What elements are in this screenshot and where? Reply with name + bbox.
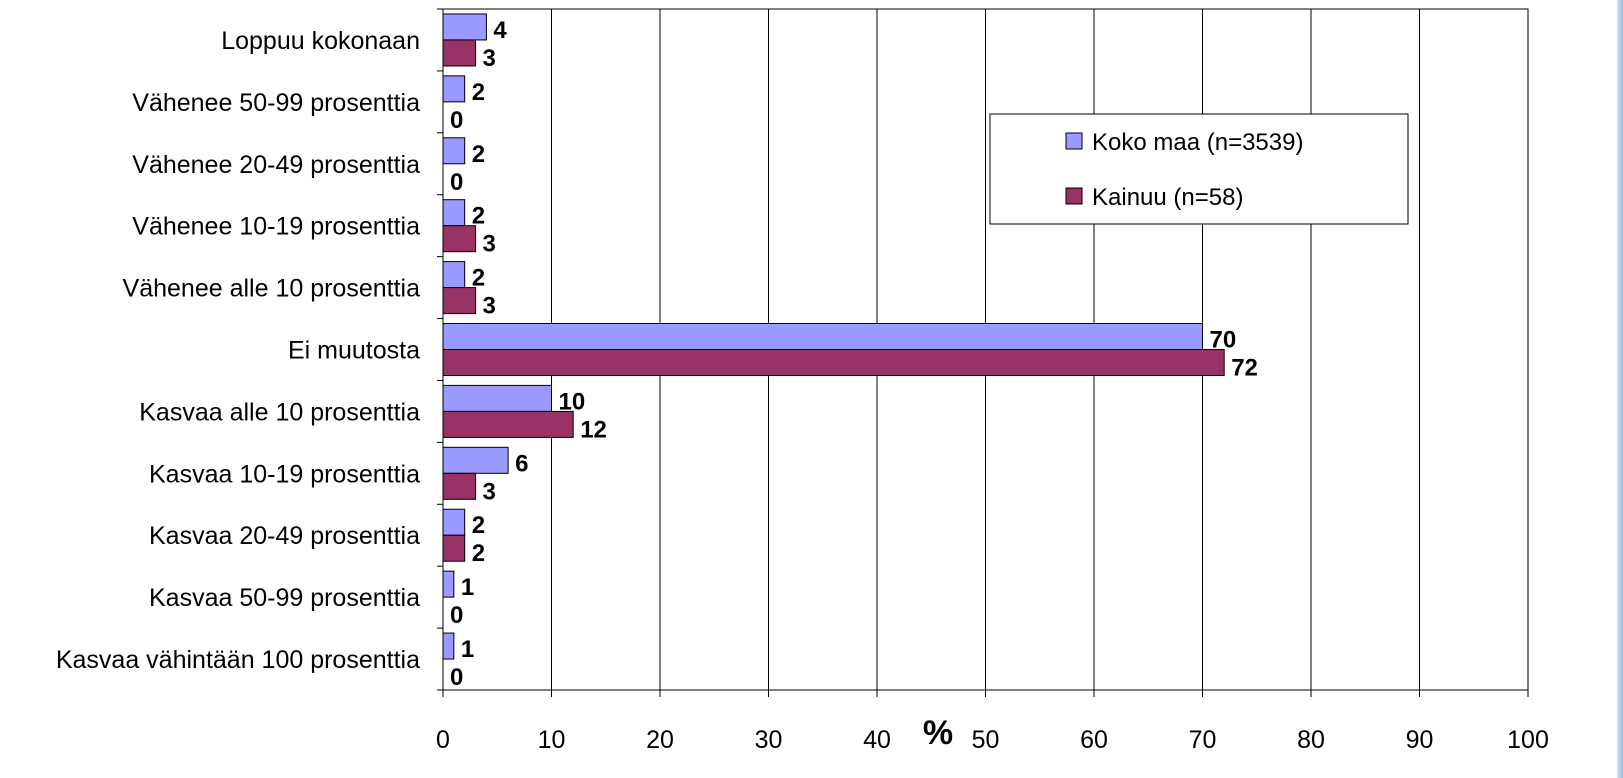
- category-label: Vähenee 20-49 prosenttia: [132, 151, 420, 179]
- category-label: Vähenee 50-99 prosenttia: [132, 89, 420, 117]
- data-label: 2: [472, 79, 485, 106]
- x-tick-label: 100: [1507, 726, 1549, 754]
- bar-koko-maa: [442, 570, 455, 598]
- data-label: 2: [472, 141, 485, 168]
- data-label: 3: [483, 293, 496, 320]
- bar-koko-maa: [442, 384, 552, 412]
- category-label: Kasvaa vähintään 100 prosenttia: [56, 646, 420, 674]
- legend-swatch: [1065, 132, 1083, 150]
- legend-label: Kainuu (n=58): [1092, 184, 1243, 211]
- bar-kainuu: [442, 349, 1225, 376]
- x-axis-label: %: [923, 714, 953, 752]
- category-label: Kasvaa 50-99 prosenttia: [149, 584, 420, 612]
- category-label: Vähenee alle 10 prosenttia: [123, 275, 421, 303]
- bar-koko-maa: [442, 199, 466, 227]
- category-label: Kasvaa alle 10 prosenttia: [139, 398, 420, 426]
- data-label: 0: [450, 664, 463, 691]
- x-tick-label: 10: [538, 726, 566, 754]
- bar-kainuu: [442, 287, 477, 315]
- bar-koko-maa: [442, 13, 487, 41]
- data-label: 72: [1231, 355, 1258, 382]
- x-tick-label: 30: [755, 726, 783, 754]
- bar-koko-maa: [442, 508, 466, 536]
- x-tick-label: 70: [1189, 726, 1217, 754]
- data-label: 2: [472, 265, 485, 292]
- slide-edge-decoration: [1617, 0, 1623, 778]
- data-label: 12: [580, 416, 607, 443]
- bar-koko-maa: [442, 137, 466, 165]
- category-label: Kasvaa 10-19 prosenttia: [149, 460, 420, 488]
- data-label: 3: [483, 478, 496, 505]
- bar-koko-maa: [442, 261, 466, 289]
- data-label: 3: [483, 45, 496, 72]
- x-tick-label: 80: [1297, 726, 1325, 754]
- x-tick-label: 90: [1406, 726, 1434, 754]
- data-label: 2: [472, 512, 485, 539]
- category-label: Loppuu kokonaan: [221, 27, 420, 55]
- bar-koko-maa: [442, 323, 1203, 350]
- data-label: 0: [450, 602, 463, 629]
- bar-koko-maa: [442, 632, 455, 660]
- bar-kainuu: [442, 225, 477, 253]
- legend-label: Koko maa (n=3539): [1092, 129, 1303, 156]
- data-label: 6: [515, 450, 528, 477]
- legend: [989, 113, 1409, 225]
- category-label: Ei muutosta: [288, 337, 420, 365]
- bar-kainuu: [442, 534, 466, 562]
- bar-koko-maa: [442, 446, 509, 474]
- x-tick-label: 20: [646, 726, 674, 754]
- legend-swatch: [1065, 187, 1083, 205]
- data-label: 2: [472, 203, 485, 230]
- data-label: 1: [461, 574, 474, 601]
- bar-koko-maa: [442, 75, 466, 103]
- bar-kainuu: [442, 410, 574, 438]
- category-label: Vähenee 10-19 prosenttia: [132, 213, 420, 241]
- data-label: 1: [461, 636, 474, 663]
- x-tick-label: 50: [972, 726, 1000, 754]
- data-label: 3: [483, 231, 496, 258]
- bar-kainuu: [442, 472, 477, 500]
- data-label: 4: [493, 17, 507, 44]
- data-label: 0: [450, 169, 463, 196]
- data-label: 2: [472, 540, 485, 567]
- bar-kainuu: [442, 39, 477, 67]
- data-label: 0: [450, 107, 463, 134]
- x-tick-label: 40: [863, 726, 891, 754]
- category-label: Kasvaa 20-49 prosenttia: [149, 522, 420, 550]
- x-tick-label: 0: [436, 726, 450, 754]
- x-tick-label: 60: [1080, 726, 1108, 754]
